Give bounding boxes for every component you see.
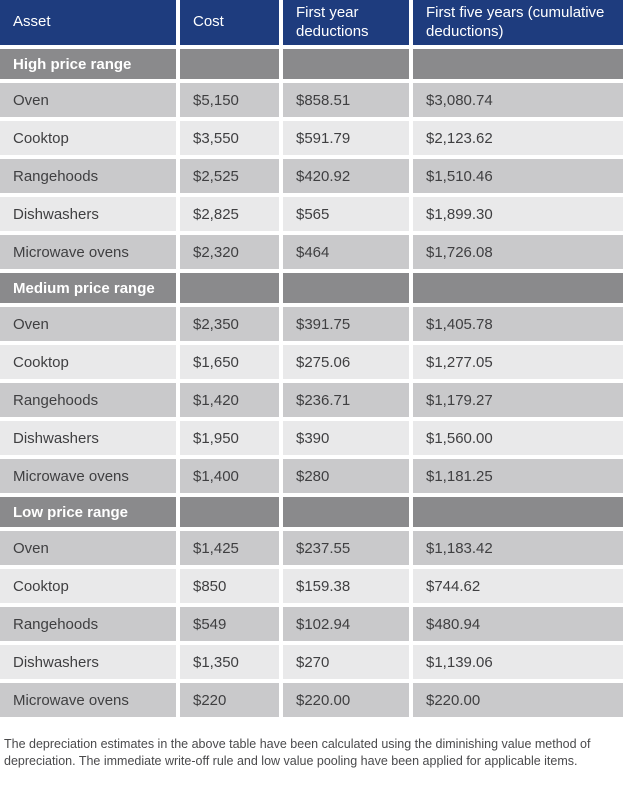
column-header-cost: Cost — [178, 0, 283, 49]
table-row: Dishwashers $1,350 $270 $1,139.06 — [0, 643, 623, 683]
section-empty-cell — [281, 271, 413, 307]
five-year-deduction-cell: $1,179.27 — [411, 381, 623, 421]
five-year-deduction-cell: $1,181.25 — [411, 457, 623, 497]
table-row: Oven $1,425 $237.55 $1,183.42 — [0, 529, 623, 569]
table-row: Cooktop $850 $159.38 $744.62 — [0, 567, 623, 607]
five-year-deduction-cell: $1,899.30 — [411, 195, 623, 235]
section-empty-cell — [411, 271, 623, 307]
section-header-row: High price range — [0, 47, 623, 83]
footnote-text: The depreciation estimates in the above … — [4, 737, 591, 768]
cost-cell: $1,420 — [178, 381, 283, 421]
asset-cell: Microwave ovens — [0, 457, 180, 497]
first-year-deduction-cell: $591.79 — [281, 119, 413, 159]
asset-cell: Rangehoods — [0, 381, 180, 421]
five-year-deduction-cell: $220.00 — [411, 681, 623, 721]
first-year-deduction-cell: $464 — [281, 233, 413, 273]
table-row: Rangehoods $549 $102.94 $480.94 — [0, 605, 623, 645]
section-label: Medium price range — [0, 271, 180, 307]
section-header-row: Medium price range — [0, 271, 623, 307]
first-year-deduction-cell: $858.51 — [281, 81, 413, 121]
section-empty-cell — [178, 495, 283, 531]
asset-cell: Oven — [0, 529, 180, 569]
first-year-deduction-cell: $420.92 — [281, 157, 413, 197]
table-row: Cooktop $1,650 $275.06 $1,277.05 — [0, 343, 623, 383]
asset-cell: Dishwashers — [0, 643, 180, 683]
section-empty-cell — [281, 495, 413, 531]
asset-cell: Rangehoods — [0, 157, 180, 197]
table-row: Dishwashers $1,950 $390 $1,560.00 — [0, 419, 623, 459]
section-empty-cell — [178, 47, 283, 83]
five-year-deduction-cell: $1,139.06 — [411, 643, 623, 683]
first-year-deduction-cell: $159.38 — [281, 567, 413, 607]
cost-cell: $850 — [178, 567, 283, 607]
section-empty-cell — [178, 271, 283, 307]
column-header-first-year-deductions: First year deductions — [281, 0, 413, 49]
cost-cell: $2,825 — [178, 195, 283, 235]
cost-cell: $3,550 — [178, 119, 283, 159]
depreciation-estimates-page: Asset Cost First year deductions First f… — [0, 0, 623, 770]
first-year-deduction-cell: $280 — [281, 457, 413, 497]
section-empty-cell — [281, 47, 413, 83]
five-year-deduction-cell: $1,277.05 — [411, 343, 623, 383]
first-year-deduction-cell: $565 — [281, 195, 413, 235]
table-row: Microwave ovens $1,400 $280 $1,181.25 — [0, 457, 623, 497]
cost-cell: $1,425 — [178, 529, 283, 569]
first-year-deduction-cell: $102.94 — [281, 605, 413, 645]
first-year-deduction-cell: $391.75 — [281, 305, 413, 345]
five-year-deduction-cell: $480.94 — [411, 605, 623, 645]
table-row: Rangehoods $2,525 $420.92 $1,510.46 — [0, 157, 623, 197]
five-year-deduction-cell: $1,183.42 — [411, 529, 623, 569]
cost-cell: $1,350 — [178, 643, 283, 683]
column-header-asset: Asset — [0, 0, 180, 49]
cost-cell: $2,525 — [178, 157, 283, 197]
cost-cell: $1,650 — [178, 343, 283, 383]
table-header-row: Asset Cost First year deductions First f… — [0, 0, 623, 49]
section-empty-cell — [411, 495, 623, 531]
first-year-deduction-cell: $275.06 — [281, 343, 413, 383]
depreciation-table: Asset Cost First year deductions First f… — [0, 0, 623, 721]
first-year-deduction-cell: $237.55 — [281, 529, 413, 569]
first-year-deduction-cell: $220.00 — [281, 681, 413, 721]
cost-cell: $5,150 — [178, 81, 283, 121]
five-year-deduction-cell: $1,405.78 — [411, 305, 623, 345]
asset-cell: Cooktop — [0, 343, 180, 383]
table-row: Microwave ovens $2,320 $464 $1,726.08 — [0, 233, 623, 273]
cost-cell: $2,320 — [178, 233, 283, 273]
column-header-first-five-years: First five years (cumulative deductions) — [411, 0, 623, 49]
section-label: High price range — [0, 47, 180, 83]
asset-cell: Cooktop — [0, 567, 180, 607]
asset-cell: Microwave ovens — [0, 233, 180, 273]
cost-cell: $1,400 — [178, 457, 283, 497]
five-year-deduction-cell: $2,123.62 — [411, 119, 623, 159]
first-year-deduction-cell: $236.71 — [281, 381, 413, 421]
five-year-deduction-cell: $1,726.08 — [411, 233, 623, 273]
section-header-row: Low price range — [0, 495, 623, 531]
asset-cell: Oven — [0, 81, 180, 121]
asset-cell: Rangehoods — [0, 605, 180, 645]
table-row: Microwave ovens $220 $220.00 $220.00 — [0, 681, 623, 721]
cost-cell: $220 — [178, 681, 283, 721]
five-year-deduction-cell: $1,510.46 — [411, 157, 623, 197]
first-year-deduction-cell: $390 — [281, 419, 413, 459]
asset-cell: Dishwashers — [0, 419, 180, 459]
table-row: Rangehoods $1,420 $236.71 $1,179.27 — [0, 381, 623, 421]
asset-cell: Oven — [0, 305, 180, 345]
asset-cell: Dishwashers — [0, 195, 180, 235]
five-year-deduction-cell: $744.62 — [411, 567, 623, 607]
five-year-deduction-cell: $1,560.00 — [411, 419, 623, 459]
asset-cell: Microwave ovens — [0, 681, 180, 721]
section-label: Low price range — [0, 495, 180, 531]
five-year-deduction-cell: $3,080.74 — [411, 81, 623, 121]
table-row: Oven $5,150 $858.51 $3,080.74 — [0, 81, 623, 121]
cost-cell: $549 — [178, 605, 283, 645]
cost-cell: $1,950 — [178, 419, 283, 459]
table-row: Oven $2,350 $391.75 $1,405.78 — [0, 305, 623, 345]
cost-cell: $2,350 — [178, 305, 283, 345]
table-row: Dishwashers $2,825 $565 $1,899.30 — [0, 195, 623, 235]
section-empty-cell — [411, 47, 623, 83]
first-year-deduction-cell: $270 — [281, 643, 413, 683]
table-body: High price range Oven $5,150 $858.51 $3,080.… — [0, 47, 623, 721]
table-row: Cooktop $3,550 $591.79 $2,123.62 — [0, 119, 623, 159]
asset-cell: Cooktop — [0, 119, 180, 159]
